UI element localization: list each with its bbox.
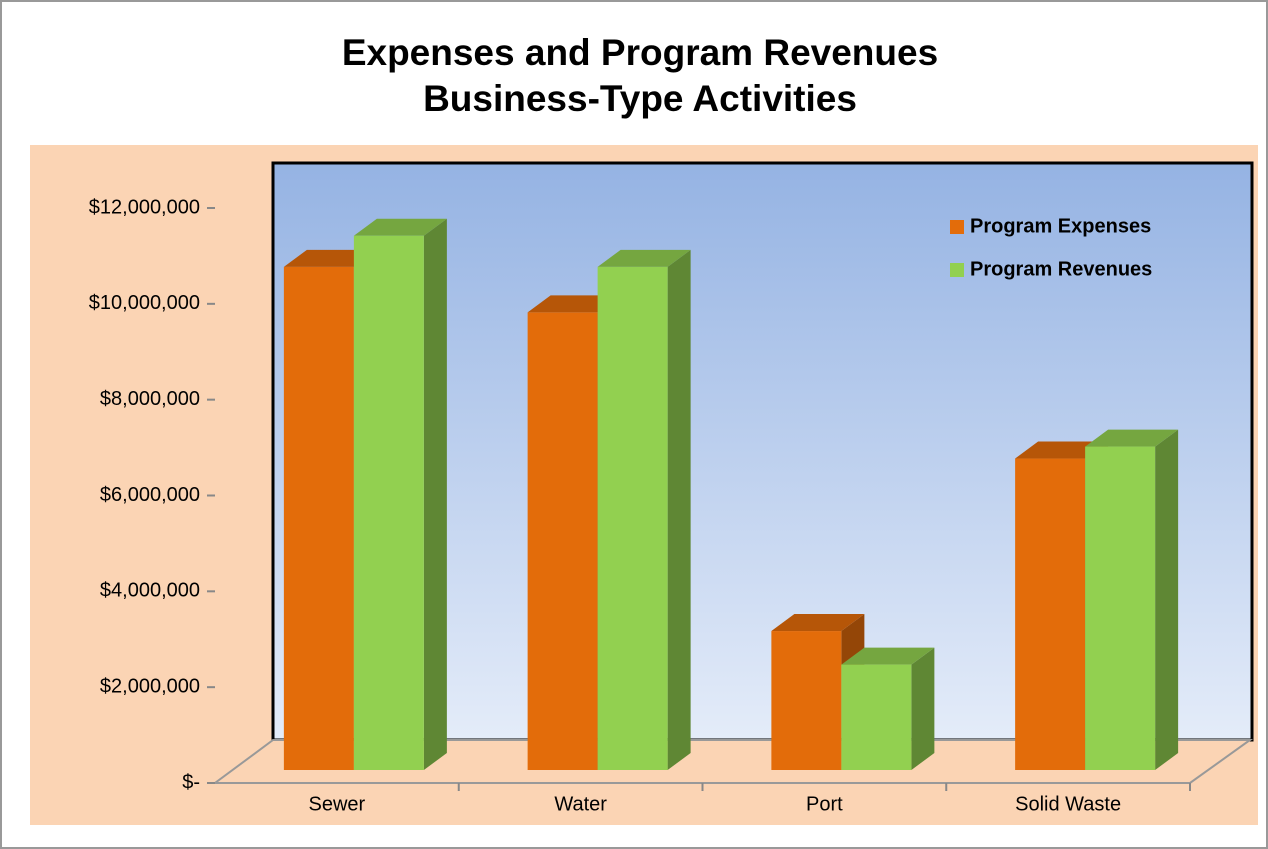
- chart-subtitle: Business-Type Activities: [423, 78, 857, 119]
- bar: [527, 312, 598, 770]
- bar-side: [667, 249, 691, 770]
- y-tick-label: $-: [182, 771, 200, 793]
- legend-swatch: [950, 220, 964, 234]
- bar-top: [283, 249, 377, 267]
- bar-top: [527, 295, 621, 313]
- legend-swatch: [950, 263, 964, 277]
- bar: [1085, 446, 1156, 770]
- legend-label: Program Expenses: [970, 215, 1151, 237]
- bar-side: [423, 218, 447, 770]
- bar: [353, 235, 424, 770]
- bar-side: [911, 647, 935, 770]
- bar: [841, 664, 912, 770]
- legend-label: Program Revenues: [970, 258, 1152, 280]
- x-tick-label: Port: [806, 793, 843, 815]
- bar: [1015, 458, 1086, 770]
- bar-top: [771, 614, 865, 632]
- bar-top: [353, 218, 447, 236]
- bar: [597, 266, 668, 770]
- bar-top: [1085, 429, 1179, 447]
- bar-top: [1015, 441, 1109, 459]
- bar-top: [841, 647, 935, 665]
- x-tick-label: Water: [554, 793, 607, 815]
- bar-top: [597, 249, 691, 267]
- x-tick-label: Sewer: [309, 793, 366, 815]
- chart-title: Expenses and Program Revenues: [342, 32, 938, 73]
- x-tick-label: Solid Waste: [1015, 793, 1121, 815]
- bar-side: [1155, 429, 1179, 770]
- bar: [283, 266, 354, 770]
- y-tick-label: $4,000,000: [100, 580, 200, 602]
- bar: [771, 631, 842, 770]
- y-tick-label: $2,000,000: [100, 675, 200, 697]
- y-tick-label: $12,000,000: [89, 196, 200, 218]
- floor: [211, 739, 1254, 784]
- y-tick-label: $10,000,000: [89, 292, 200, 314]
- y-tick-label: $6,000,000: [100, 484, 200, 506]
- y-tick-label: $8,000,000: [100, 388, 200, 410]
